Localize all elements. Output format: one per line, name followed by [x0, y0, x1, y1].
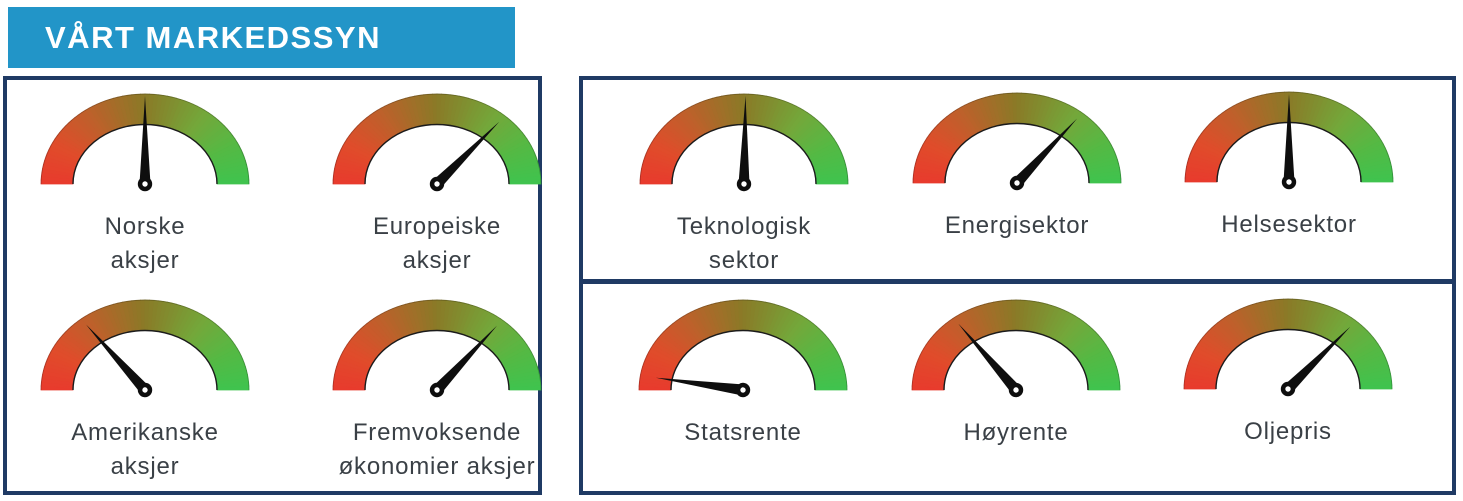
- gauge-label-line: Oljepris: [1244, 418, 1332, 445]
- needle-pointer: [433, 121, 500, 188]
- gauge-label-line: aksjer: [110, 453, 180, 480]
- gauge-arc-outer-edge: [40, 299, 250, 391]
- needle-pointer: [738, 96, 750, 185]
- gauge-arc-outer-edge: [638, 299, 848, 391]
- gauge-label-amerikanske: Amerikanske aksjer: [15, 416, 275, 484]
- gauge-dial-norske: [40, 93, 250, 192]
- needle-pointer: [139, 96, 151, 184]
- gauge-dial-oljepris: [1183, 298, 1393, 397]
- gauge-label-line: økonomier aksjer: [338, 453, 536, 480]
- gauge-teknologisk: Teknologisk sektor: [614, 86, 874, 278]
- gauge-arc-outer-edge: [332, 93, 542, 185]
- gauge-label-teknologisk: Teknologisk sektor: [614, 210, 874, 278]
- gauge-needle-oljepris: [1280, 326, 1351, 397]
- gauge-label-line: sektor: [708, 247, 780, 274]
- gauge-label-energisektor: Energisektor: [887, 209, 1147, 243]
- gauge-arc-inner-edge: [943, 329, 1089, 391]
- gauge-label-line: Norske: [104, 213, 186, 240]
- gauge-label-hoyrente: Høyrente: [886, 416, 1146, 450]
- needle-hub-hole: [741, 181, 747, 187]
- gauge-label-line: Europeiske: [372, 213, 502, 240]
- gauge-dial-amerikanske: [40, 299, 250, 398]
- needle-pointer: [432, 325, 498, 394]
- gauge-dial-teknologisk: [639, 93, 849, 192]
- needle-hub-hole: [1286, 179, 1292, 185]
- gauge-arc-inner-edge: [364, 329, 510, 391]
- needle-hub-hole: [1285, 386, 1291, 392]
- needle-pointer: [958, 323, 1021, 394]
- gauge-label-fremvoksende: Fremvoksende økonomier aksjer: [307, 416, 567, 484]
- gauge-label-line: Fremvoksende: [352, 419, 522, 446]
- panel-divider: [583, 279, 1452, 284]
- gauge-needle-hoyrente: [958, 323, 1024, 398]
- needle-hub-hole: [142, 387, 148, 393]
- gauge-statsrente: Statsrente: [613, 292, 873, 450]
- gauge-label-europeiske: Europeiske aksjer: [307, 210, 567, 278]
- gauge-label-norske: Norske aksjer: [15, 210, 275, 278]
- gauge-dial-europeiske: [332, 93, 542, 192]
- needle-pointer: [1012, 118, 1078, 187]
- needle-hub-hole: [142, 181, 148, 187]
- gauge-needle-energisektor: [1009, 118, 1078, 191]
- gauge-arc-outer-edge: [1184, 91, 1394, 183]
- gauge-arc-outer-edge: [639, 93, 849, 185]
- gauge-dial-helsesektor: [1184, 91, 1394, 190]
- gauge-label-line: Statsrente: [684, 419, 802, 446]
- gauge-needle-amerikanske: [86, 324, 153, 398]
- gauge-needle-helsesektor: [1281, 94, 1297, 190]
- gauge-label-line: Amerikanske: [71, 419, 219, 446]
- gauge-arc-outer-edge: [332, 299, 542, 391]
- gauge-arc-outer-edge: [40, 93, 250, 185]
- needle-hub-hole: [740, 387, 746, 393]
- needle-pointer: [1284, 326, 1351, 393]
- panel-stocks: [3, 76, 542, 495]
- gauge-arc-inner-edge: [670, 329, 816, 391]
- gauge-europeiske: Europeiske aksjer: [307, 86, 567, 278]
- gauge-label-line: aksjer: [110, 247, 180, 274]
- needle-hub-hole: [434, 387, 440, 393]
- needle-hub-hole: [1014, 180, 1020, 186]
- gauge-oljepris: Oljepris: [1158, 291, 1418, 449]
- needle-pointer: [86, 324, 150, 394]
- panel-sectors-rates: [579, 76, 1456, 495]
- gauge-needle-europeiske: [429, 121, 500, 192]
- gauge-fremvoksende: Fremvoksende økonomier aksjer: [307, 292, 567, 484]
- gauge-arc-outer-edge: [1183, 298, 1393, 390]
- needle-hub-hole: [1013, 387, 1019, 393]
- gauge-amerikanske: Amerikanske aksjer: [15, 292, 275, 484]
- gauge-label-line: Energisektor: [944, 212, 1090, 239]
- gauge-needle-fremvoksende: [429, 325, 498, 398]
- page-title-banner: VÅRT MARKEDSSYN: [8, 7, 515, 68]
- gauge-dial-fremvoksende: [332, 299, 542, 398]
- gauge-label-statsrente: Statsrente: [613, 416, 873, 450]
- needle-pointer: [1283, 94, 1295, 182]
- gauge-needle-norske: [137, 96, 153, 192]
- gauge-dial-statsrente: [638, 299, 848, 398]
- gauge-norske: Norske aksjer: [15, 86, 275, 278]
- gauge-label-oljepris: Oljepris: [1158, 415, 1418, 449]
- gauge-label-line: Høyrente: [963, 419, 1069, 446]
- needle-hub-hole: [434, 181, 440, 187]
- needle-pointer: [655, 377, 744, 396]
- gauge-arc-inner-edge: [1215, 328, 1361, 390]
- gauge-arc-outer-edge: [911, 299, 1121, 391]
- gauge-label-line: Helsesektor: [1221, 211, 1357, 238]
- gauge-label-helsesektor: Helsesektor: [1159, 208, 1419, 242]
- gauge-arc-inner-edge: [364, 123, 510, 185]
- gauge-helsesektor: Helsesektor: [1159, 84, 1419, 242]
- page-title: VÅRT MARKEDSSYN: [45, 19, 381, 55]
- gauge-dial-hoyrente: [911, 299, 1121, 398]
- gauge-needle-statsrente: [655, 377, 751, 398]
- gauge-energisektor: Energisektor: [887, 85, 1147, 243]
- gauge-arc-outer-edge: [912, 92, 1122, 184]
- gauge-label-line: Teknologisk: [676, 213, 812, 240]
- gauge-hoyrente: Høyrente: [886, 292, 1146, 450]
- gauge-arc-inner-edge: [72, 329, 218, 391]
- gauge-dial-energisektor: [912, 92, 1122, 191]
- gauge-needle-teknologisk: [736, 96, 752, 192]
- gauge-label-line: aksjer: [402, 247, 472, 274]
- gauge-arc-inner-edge: [944, 122, 1090, 184]
